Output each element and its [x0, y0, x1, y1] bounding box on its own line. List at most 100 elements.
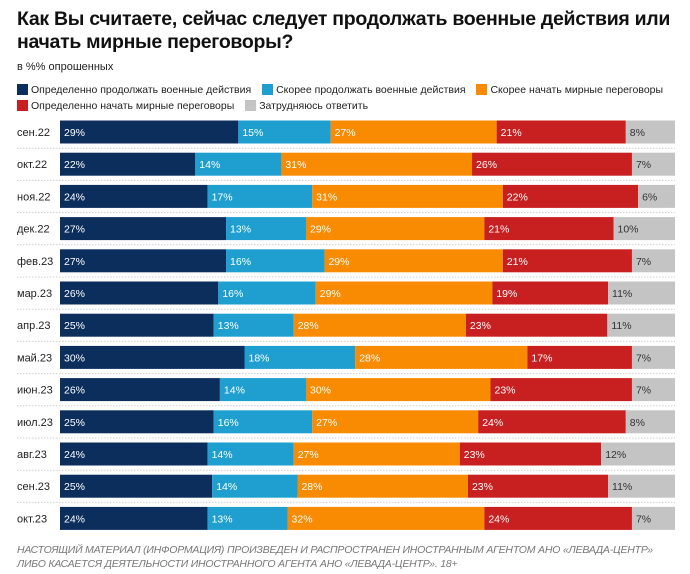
data-label: 25% [64, 417, 85, 429]
bar-segment [60, 410, 214, 434]
data-label: 28% [359, 352, 380, 364]
bar-segment [312, 410, 479, 434]
data-label: 8% [630, 417, 645, 429]
bar-segment [306, 217, 485, 241]
legend-swatch [17, 100, 28, 111]
bar-segment [631, 152, 675, 176]
data-label: 26% [476, 159, 497, 171]
data-label: 11% [611, 320, 631, 332]
bar-segment [484, 506, 632, 530]
legend-label: Затрудняюсь ответить [259, 99, 369, 112]
data-label: 32% [292, 513, 313, 525]
footer-disclaimer: НАСТОЯЩИЙ МАТЕРИАЛ (ИНФОРМАЦИЯ) ПРОИЗВЕД… [17, 543, 653, 571]
data-label: 6% [642, 191, 657, 203]
bar-segment [492, 281, 609, 305]
data-label: 19% [496, 288, 517, 300]
bar-segment [219, 378, 306, 402]
data-label: 7% [636, 256, 651, 268]
category-label: сен.22 [17, 127, 50, 139]
category-label: дек.22 [17, 224, 50, 236]
data-label: 22% [507, 191, 528, 203]
bar-segment [484, 217, 614, 241]
bar-segment [478, 410, 626, 434]
bar-segment [631, 506, 675, 530]
bar-segment [293, 313, 466, 337]
bar-segment [218, 281, 316, 305]
bar-segment [608, 281, 675, 305]
data-label: 11% [612, 288, 632, 300]
chart-subtitle: в %% опрошенных [17, 61, 114, 73]
data-label: 7% [636, 385, 651, 397]
data-label: 10% [618, 224, 639, 236]
data-label: 31% [285, 159, 306, 171]
bar-segment [60, 378, 220, 402]
data-label: 13% [218, 320, 239, 332]
data-label: 21% [488, 224, 509, 236]
data-label: 24% [64, 449, 85, 461]
data-label: 23% [495, 385, 516, 397]
data-label: 27% [64, 224, 85, 236]
data-label: 24% [488, 513, 509, 525]
category-label: фев.23 [17, 256, 53, 268]
data-label: 27% [335, 127, 356, 139]
bar-segment [60, 506, 208, 530]
data-label: 29% [328, 256, 349, 268]
bar-segment [625, 410, 675, 434]
bar-segment [490, 378, 632, 402]
data-label: 15% [242, 127, 263, 139]
bar-segment [631, 249, 675, 273]
bar-segment [207, 442, 294, 466]
data-label: 27% [316, 417, 337, 429]
bar-segment [324, 249, 503, 273]
bar-segment [60, 442, 208, 466]
bar-segment [281, 152, 473, 176]
data-label: 28% [301, 481, 322, 493]
data-label: 14% [224, 385, 245, 397]
bar-segment [287, 506, 485, 530]
chart-title: Как Вы считаете, сейчас следует продолжа… [17, 8, 671, 53]
data-label: 28% [298, 320, 319, 332]
bar-segment [638, 184, 675, 208]
legend-label: Определенно начать мирные переговоры [31, 99, 235, 112]
bar-segment [293, 442, 460, 466]
data-label: 24% [64, 513, 85, 525]
footer-line: ЛИБО КАСАЕТСЯ ДЕЯТЕЛЬНОСТИ ИНОСТРАННОГО … [17, 558, 458, 570]
bar-segment [306, 378, 491, 402]
data-label: 17% [212, 191, 233, 203]
legend-item: Затрудняюсь ответить [245, 98, 368, 113]
bar-segment [527, 345, 632, 369]
category-label: окт.22 [17, 159, 47, 171]
data-label: 29% [64, 127, 85, 139]
bar-segment [207, 184, 313, 208]
bar-segment [312, 184, 503, 208]
data-label: 29% [310, 224, 331, 236]
data-label: 25% [64, 320, 85, 332]
footer-line: НАСТОЯЩИЙ МАТЕРИАЛ (ИНФОРМАЦИЯ) ПРОИЗВЕД… [17, 544, 653, 556]
bar-segment [207, 506, 288, 530]
legend-label: Определенно продолжать военные действия [31, 83, 252, 96]
legend-label: Скорее продолжать военные действия [276, 83, 466, 96]
data-label: 24% [64, 191, 85, 203]
bar-segment [238, 120, 331, 144]
data-label: 13% [212, 513, 233, 525]
category-label: ноя.22 [17, 191, 50, 203]
legend-swatch [476, 84, 488, 95]
legend-item: Скорее начать мирные переговоры [476, 82, 663, 97]
data-label: 11% [612, 481, 632, 493]
category-label: июл.23 [17, 417, 53, 429]
bar-segment [613, 217, 675, 241]
bar-segment [459, 442, 602, 466]
bar-segment [60, 152, 196, 176]
data-label: 27% [64, 256, 85, 268]
data-label: 14% [212, 449, 233, 461]
bar-segment [315, 281, 493, 305]
bar-segment [60, 217, 227, 241]
category-label: окт.23 [17, 513, 47, 525]
bar-segment [625, 120, 675, 144]
data-label: 27% [298, 449, 319, 461]
category-label: июн.23 [17, 385, 53, 397]
bar-segment [355, 345, 528, 369]
bar-segment [195, 152, 282, 176]
